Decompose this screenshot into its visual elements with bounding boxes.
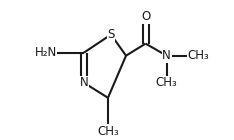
Text: CH₃: CH₃ — [156, 76, 178, 89]
Text: N: N — [80, 76, 88, 89]
Text: CH₃: CH₃ — [97, 125, 119, 138]
Text: N: N — [162, 49, 171, 62]
Text: H₂N: H₂N — [35, 46, 57, 59]
Text: CH₃: CH₃ — [188, 49, 209, 62]
Text: O: O — [141, 10, 150, 23]
Text: S: S — [107, 28, 115, 41]
